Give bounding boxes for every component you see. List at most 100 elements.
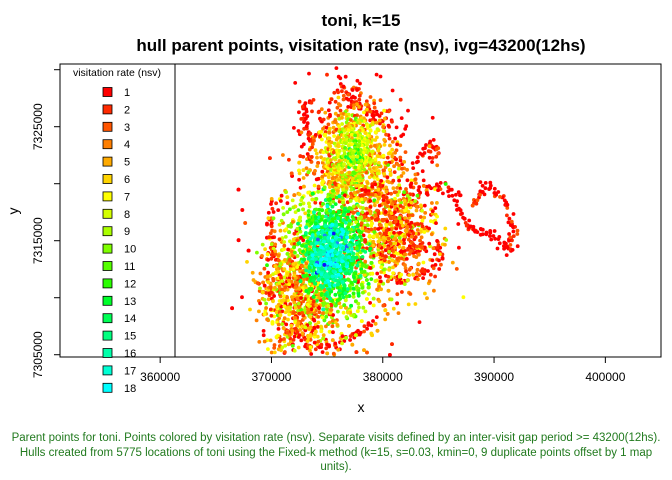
data-point [286,342,291,347]
data-point [307,266,312,270]
data-point [319,329,324,334]
data-point [435,182,439,187]
data-point [382,137,387,142]
data-point [282,326,286,331]
data-point [398,230,402,235]
data-point [498,195,502,199]
data-point [399,134,404,139]
data-point [303,325,308,330]
data-point [354,333,358,338]
data-point [423,146,427,151]
data-point [361,290,365,295]
data-point [291,267,296,271]
data-point [322,157,327,161]
data-point [440,256,445,260]
data-point [292,310,296,315]
data-point [376,154,380,159]
data-point [381,153,386,158]
data-point [319,107,324,112]
data-point [379,265,384,270]
data-point [298,202,303,207]
data-point [313,221,318,226]
data-point [269,197,274,201]
data-point [309,307,314,312]
data-point [347,324,351,328]
data-point [378,231,382,236]
data-point [330,217,335,222]
data-point [413,199,418,204]
data-point [354,350,359,354]
data-point [310,145,314,150]
data-point [324,324,328,329]
data-point [361,248,365,253]
data-point [407,244,412,249]
data-point [379,287,383,292]
data-point [395,162,399,166]
data-point [290,344,295,348]
data-point [338,297,342,301]
data-point [328,296,332,301]
data-point [367,217,371,222]
data-point [266,210,271,215]
data-point [430,209,435,214]
data-point [324,272,329,277]
data-point [333,111,338,116]
data-point [515,244,520,249]
data-point [301,207,305,212]
data-point [364,206,369,211]
data-point [280,345,285,350]
data-point [264,291,269,295]
data-point [511,234,516,239]
data-point [372,143,377,148]
data-point [335,323,340,327]
data-point [382,243,387,248]
data-point [309,241,314,246]
data-point [392,170,397,175]
data-point [398,143,403,148]
data-point [457,245,461,250]
data-point [354,246,359,251]
data-point [365,211,369,216]
data-point [308,321,312,326]
data-point [383,210,388,214]
data-point [505,245,509,250]
data-point [305,121,310,126]
data-point [385,179,390,184]
data-point [371,166,376,170]
data-point [406,108,410,113]
data-point [376,239,381,244]
data-point [427,241,432,246]
data-point [277,284,282,289]
data-point [387,250,392,254]
data-point [393,245,398,250]
data-point [443,182,448,186]
data-point [349,118,353,122]
data-point [311,299,316,304]
data-point [420,152,425,157]
data-point [312,340,317,345]
data-point [398,97,403,102]
data-point [419,269,424,273]
data-point [320,160,325,165]
data-point [376,211,381,216]
data-point [282,275,287,280]
data-point [350,247,354,251]
data-point [434,154,439,159]
data-point [331,125,336,130]
data-point [371,303,376,308]
data-point [308,275,313,280]
data-point [410,161,415,166]
data-point [458,208,463,213]
data-point [369,169,374,174]
data-point [422,230,427,234]
data-point [282,294,287,299]
data-point [333,202,338,207]
data-point [373,203,377,208]
data-point [304,231,308,235]
data-point [377,151,382,156]
data-point [266,270,270,275]
data-point [298,154,303,159]
data-point [349,227,354,232]
data-point [352,100,356,105]
data-point [358,242,362,247]
